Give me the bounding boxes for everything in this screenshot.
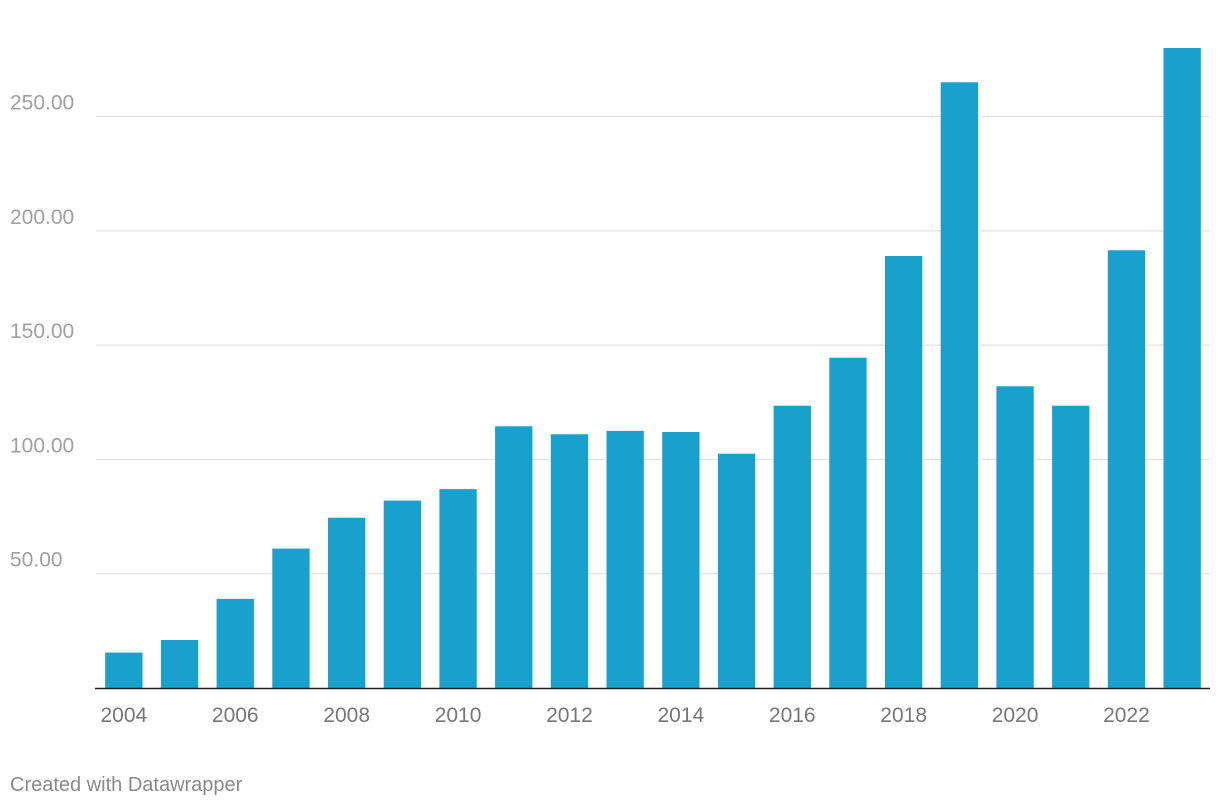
bar-2006 [216, 598, 254, 688]
bars [105, 48, 1201, 689]
bar-2018 [884, 256, 923, 688]
x-tick-label: 2022 [1103, 704, 1150, 727]
bar-2019 [940, 82, 979, 689]
bar-2017 [829, 357, 867, 688]
x-tick-label: 2012 [546, 704, 593, 727]
x-tick-label: 2010 [435, 704, 482, 727]
datawrapper-credit: Created with Datawrapper [10, 774, 243, 796]
bar-2012 [550, 434, 589, 688]
x-tick-label: 2006 [212, 704, 259, 727]
y-tick-label: 50.00 [10, 549, 63, 572]
y-tick-label: 100.00 [10, 434, 74, 457]
x-tick-label: 2014 [657, 704, 704, 727]
bar-2008 [327, 517, 366, 688]
axes: 2004 2006 2008 2010 2012 2014 2016 2018 2020 2022 [95, 687, 1210, 727]
bar-2005 [160, 640, 199, 688]
bar-2011 [495, 426, 533, 688]
bar-2004 [105, 652, 143, 688]
bar-2022 [1107, 250, 1146, 689]
y-tick-label: 250.00 [10, 92, 74, 115]
y-tick-label: 200.00 [10, 206, 74, 229]
bar-2023 [1163, 48, 1201, 688]
bar-2009 [383, 500, 422, 688]
x-tick-label: 2016 [769, 704, 816, 727]
x-tick-label: 2018 [880, 704, 927, 727]
x-tick-label: 2008 [323, 704, 370, 727]
bar-2021 [1052, 405, 1090, 688]
bar-2007 [272, 548, 310, 688]
x-tick-label: 2020 [992, 704, 1039, 727]
bar-2010 [439, 489, 477, 688]
x-tick-label: 2004 [100, 704, 147, 727]
bar-2014 [662, 432, 700, 688]
bar-2016 [773, 405, 811, 688]
bar-2020 [996, 386, 1034, 688]
bar-2013 [606, 430, 644, 688]
y-tick-label: 150.00 [10, 320, 74, 343]
gridlines: 50.00 100.00 150.00 200.00 250.00 [10, 92, 1210, 575]
bar-2015 [717, 453, 756, 688]
